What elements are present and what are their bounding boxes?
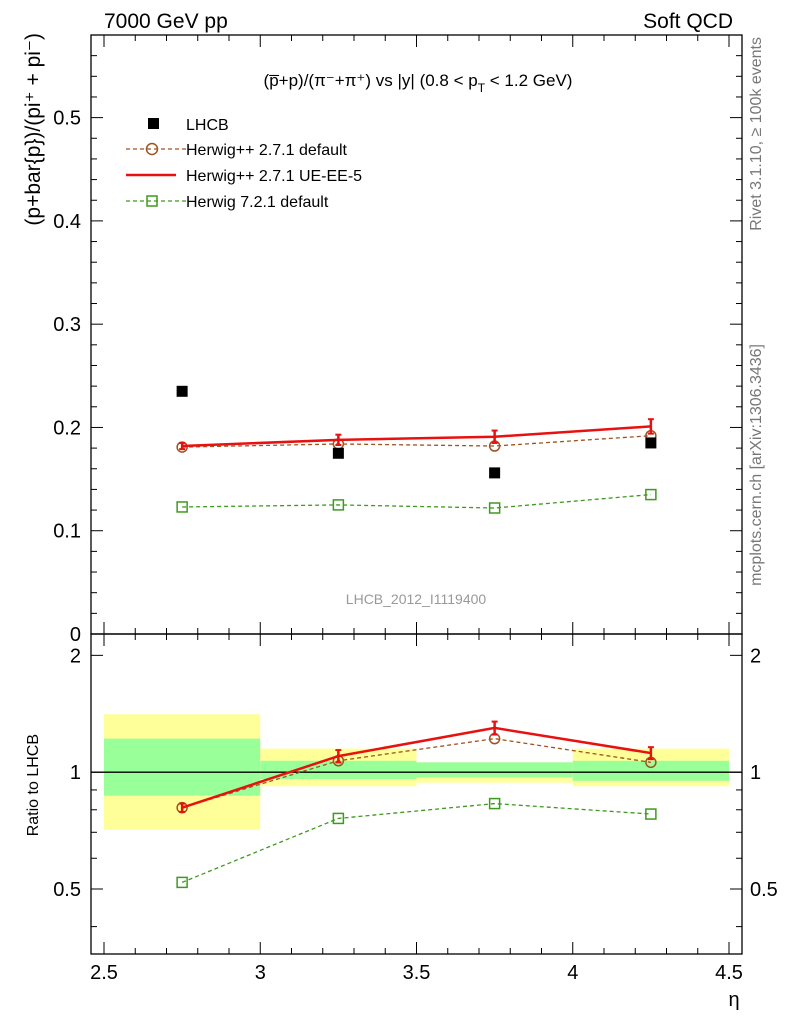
ratio-herwig-2-7-1-default-line bbox=[181, 737, 651, 809]
y-tick-label-right: 0.5 bbox=[750, 879, 778, 901]
y-tick-label-right: 1 bbox=[750, 762, 761, 784]
mcplots-label: mcplots.cern.ch [arXiv:1306.3436] bbox=[748, 344, 765, 586]
y-tick-label: 0.5 bbox=[53, 108, 81, 130]
x-tick-label: 2.5 bbox=[90, 962, 118, 984]
lhcb-data-point bbox=[489, 467, 501, 479]
ratio-herwig-2-7-1-ue-ee-5-line bbox=[181, 726, 652, 809]
band-inner bbox=[572, 760, 729, 781]
header-right: Soft QCD bbox=[643, 10, 733, 33]
legend-marker-herwig721 bbox=[146, 195, 158, 207]
herwig-7-2-1-default-line bbox=[182, 493, 651, 509]
herwig-2-7-1-ue-ee-5-line bbox=[182, 425, 651, 448]
upper-plot: 0 0.1 0.2 0.3 0.4 0.5 bbox=[53, 34, 743, 646]
herwig-7-2-1-default-point bbox=[645, 488, 657, 501]
band-inner bbox=[416, 762, 573, 778]
legend-label-herwigpp-ueee5: Herwig++ 2.7.1 UE-EE-5 bbox=[186, 168, 362, 185]
herwig-7-2-1-default-point bbox=[332, 499, 345, 511]
band-inner bbox=[260, 760, 417, 780]
y-tick-label: 0.1 bbox=[53, 521, 81, 543]
x-tick-label: 3 bbox=[255, 962, 266, 984]
band-inner bbox=[104, 738, 261, 796]
y-tick-label: 0.3 bbox=[53, 314, 81, 336]
upper-y-axis-label: (p+bar{p})/(pi⁺ + pi⁻) bbox=[22, 33, 45, 226]
herwig-7-2-1-default-point bbox=[176, 501, 188, 513]
herwig-7-2-1-default-point bbox=[488, 502, 501, 514]
chart-title-tail: < 1.2 GeV) bbox=[485, 71, 572, 90]
lhcb-data-point bbox=[332, 447, 344, 459]
ratio-herwig-7-2-1-default-point bbox=[332, 812, 345, 825]
herwig-2-7-1-default-line bbox=[182, 435, 651, 448]
y-tick-label: 0.4 bbox=[53, 211, 81, 233]
ratio-herwig-7-2-1-default-point bbox=[645, 808, 657, 820]
x-axis-label: η bbox=[728, 989, 739, 1011]
analysis-watermark: LHCB_2012_I1119400 bbox=[346, 591, 487, 607]
ratio-herwig-7-2-1-default-point bbox=[488, 797, 501, 810]
y-tick-label: 0.2 bbox=[53, 417, 81, 439]
rivet-label: Rivet 3.1.10, ≥ 100k events bbox=[748, 37, 765, 231]
ratio-plot: 2.5 3 3.5 4 4.5 0.5 0.5 1 1 2 2 bbox=[53, 622, 778, 984]
chart-title-main: (p̅+p)/(π⁻+π⁺) vs |y| (0.8 < p bbox=[264, 71, 478, 90]
legend: LHCB Herwig++ 2.7.1 default Herwig++ 2.7… bbox=[126, 117, 362, 211]
y-tick-label: 0 bbox=[70, 624, 81, 646]
legend-label-lhcb: LHCB bbox=[186, 117, 229, 134]
x-tick-label: 4.5 bbox=[715, 962, 743, 984]
lhcb-data-point bbox=[176, 385, 188, 397]
lhcb-data-point bbox=[645, 437, 657, 449]
y-tick-label: 2 bbox=[70, 645, 81, 667]
legend-label-herwig721: Herwig 7.2.1 default bbox=[186, 194, 329, 211]
chart-title: (p̅+p)/(π⁻+π⁺) vs |y| (0.8 < pT < 1.2 Ge… bbox=[264, 71, 573, 95]
ratio-herwig-7-2-1-default-point bbox=[176, 876, 188, 889]
legend-marker-herwigpp-default bbox=[145, 142, 159, 156]
chart-title-sub: T bbox=[478, 81, 486, 95]
y-tick-label: 0.5 bbox=[53, 879, 81, 901]
lower-y-axis-label: Ratio to LHCB bbox=[25, 734, 42, 836]
header-left: 7000 GeV pp bbox=[104, 10, 228, 33]
y-tick-label-right: 2 bbox=[750, 645, 761, 667]
ratio-herwig-7-2-1-default-line bbox=[181, 802, 651, 883]
x-tick-label: 4 bbox=[567, 962, 578, 984]
x-tick-label: 3.5 bbox=[403, 962, 431, 984]
legend-label-herwigpp-default: Herwig++ 2.7.1 default bbox=[186, 142, 348, 159]
y-tick-label: 1 bbox=[70, 762, 81, 784]
legend-marker-lhcb bbox=[148, 118, 159, 129]
